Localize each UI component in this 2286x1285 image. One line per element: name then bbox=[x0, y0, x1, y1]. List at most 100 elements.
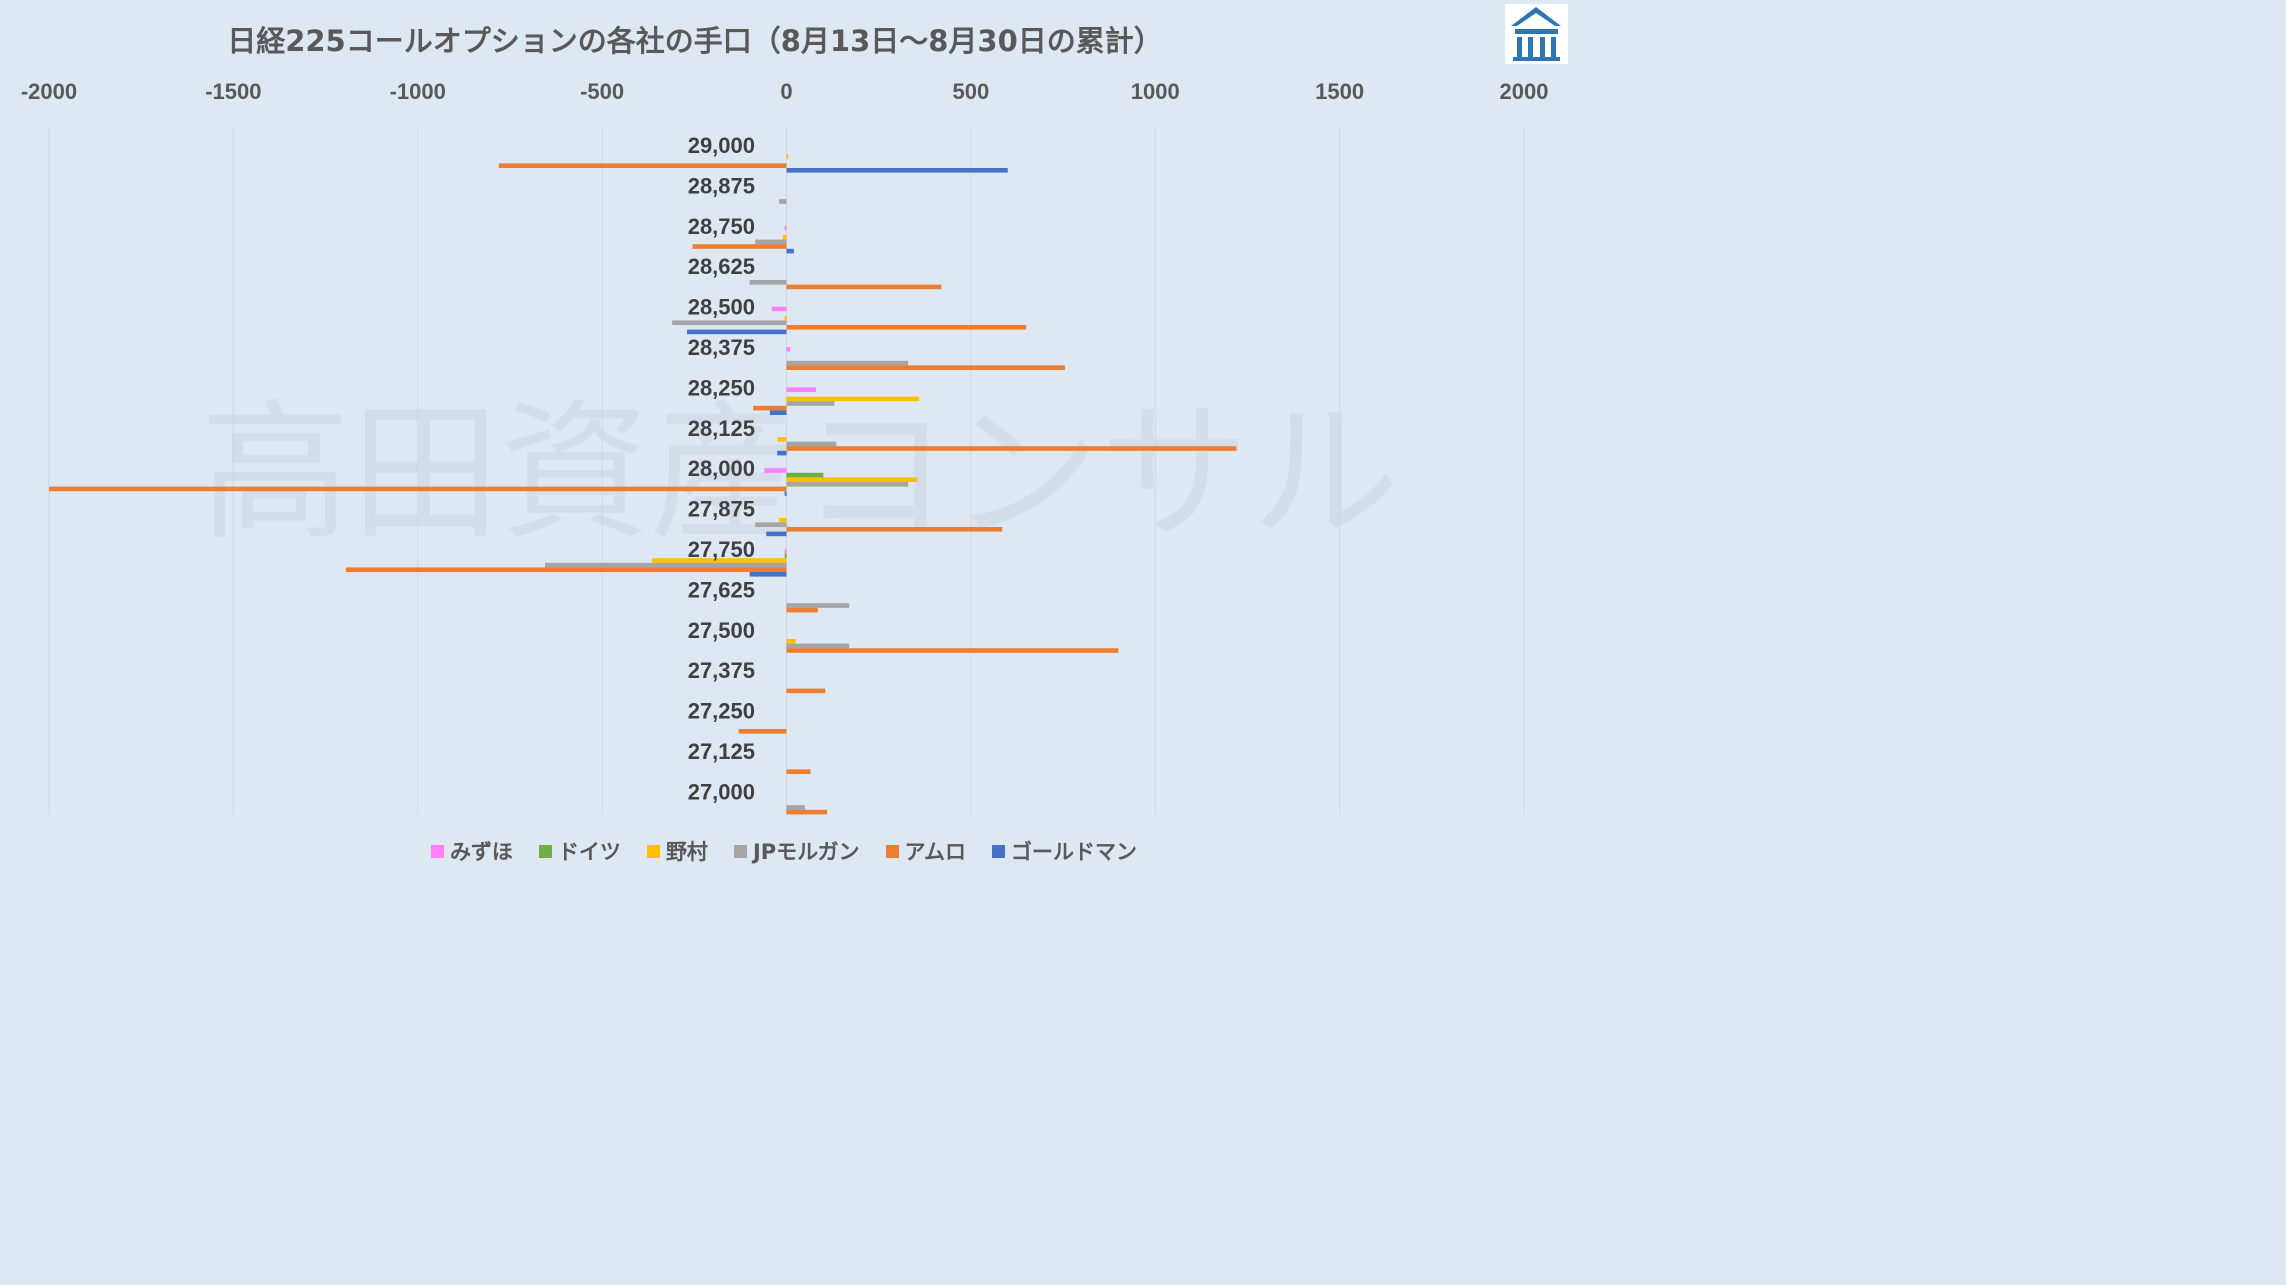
bar bbox=[345, 567, 787, 572]
bar bbox=[749, 572, 787, 577]
legend-swatch bbox=[538, 844, 552, 858]
legend-item: 野村 bbox=[646, 836, 708, 866]
bar bbox=[738, 729, 787, 734]
bar bbox=[766, 531, 787, 537]
bar bbox=[749, 280, 787, 285]
category-label: 27,000 bbox=[688, 779, 755, 804]
legend-label: JPモルガン bbox=[752, 840, 860, 864]
bar bbox=[786, 360, 909, 366]
x-axis-tick-labels: -2000 -1500 -1000 -500 0 500 1000 1500 2000 bbox=[21, 79, 1549, 104]
legend-swatch bbox=[733, 844, 747, 858]
category-label: 28,500 bbox=[688, 295, 755, 320]
bar bbox=[779, 517, 787, 523]
category-label: 28,000 bbox=[688, 456, 755, 481]
x-tick-label: -1500 bbox=[205, 79, 261, 104]
category-label: 28,625 bbox=[688, 254, 755, 279]
bar bbox=[786, 401, 835, 406]
legend-item: みずほ bbox=[430, 836, 513, 866]
bar bbox=[777, 450, 787, 456]
bar bbox=[786, 527, 1003, 532]
x-tick-label: 2000 bbox=[1500, 79, 1549, 104]
category-label: 28,375 bbox=[688, 335, 755, 360]
bar bbox=[784, 225, 787, 231]
bar bbox=[777, 437, 787, 442]
chart-legend: みずほ ドイツ 野村 JPモルガン アムロ ゴールドマン bbox=[0, 836, 1568, 866]
chart-bars bbox=[49, 154, 1237, 815]
bar bbox=[764, 468, 787, 473]
bar bbox=[786, 168, 1008, 173]
chart-title: 日経225コールオプションの各社の手口（8月13日〜8月30日の累計） bbox=[227, 24, 1163, 58]
bar bbox=[786, 472, 824, 478]
bar bbox=[753, 405, 787, 411]
bar bbox=[784, 549, 787, 554]
bar bbox=[651, 558, 787, 563]
legend-swatch bbox=[992, 844, 1006, 858]
category-label: 27,250 bbox=[688, 699, 755, 724]
legend-swatch bbox=[885, 844, 899, 858]
x-tick-label: 1500 bbox=[1315, 79, 1364, 104]
legend-swatch bbox=[646, 844, 660, 858]
bar bbox=[786, 648, 1119, 653]
legend-label: みずほ bbox=[449, 840, 513, 864]
bar bbox=[786, 365, 1065, 370]
bar bbox=[755, 239, 787, 245]
x-tick-label: -500 bbox=[580, 79, 624, 104]
bar bbox=[786, 446, 1237, 451]
chart-plot: 高田資産コンサル -2000 -1500 -1000 -500 0 500 1000 1500… bbox=[21, 79, 1549, 815]
x-tick-label: -2000 bbox=[21, 79, 77, 104]
category-label: 27,375 bbox=[688, 658, 755, 683]
bar bbox=[782, 235, 787, 240]
x-tick-label: 500 bbox=[953, 79, 990, 104]
bar bbox=[771, 306, 787, 312]
bar bbox=[784, 491, 787, 496]
bar bbox=[686, 329, 787, 335]
bar bbox=[786, 482, 909, 487]
bar bbox=[779, 199, 787, 204]
bar bbox=[786, 805, 805, 810]
legend-item: ドイツ bbox=[538, 836, 621, 866]
category-label: 27,125 bbox=[688, 739, 755, 764]
legend-label: アムロ bbox=[904, 840, 967, 864]
bar bbox=[49, 486, 787, 492]
bar bbox=[786, 603, 850, 608]
legend-item: JPモルガン bbox=[733, 836, 860, 866]
bar bbox=[498, 163, 787, 168]
bar bbox=[672, 320, 787, 325]
category-labels: 29,000 28,875 28,750 28,625 28,500 28,375 28,2… bbox=[688, 133, 755, 804]
bar bbox=[786, 639, 796, 644]
bar bbox=[784, 553, 787, 559]
legend-item: ゴールドマン bbox=[992, 836, 1137, 866]
x-tick-label: -1000 bbox=[390, 79, 446, 104]
legend-item: アムロ bbox=[885, 836, 967, 866]
bar bbox=[544, 562, 787, 568]
category-label: 27,750 bbox=[688, 537, 755, 562]
bar bbox=[786, 154, 789, 159]
bar bbox=[786, 387, 816, 392]
category-label: 28,750 bbox=[688, 214, 755, 239]
bar bbox=[786, 347, 791, 352]
bar bbox=[786, 688, 826, 694]
bar bbox=[786, 248, 794, 254]
legend-label: ドイツ bbox=[557, 840, 621, 864]
bar bbox=[786, 284, 942, 290]
bar bbox=[786, 325, 1027, 330]
bar bbox=[769, 410, 787, 415]
category-label: 28,250 bbox=[688, 375, 755, 400]
bar bbox=[786, 477, 918, 482]
bar bbox=[786, 607, 818, 613]
category-label: 27,875 bbox=[688, 497, 755, 522]
bar bbox=[755, 522, 787, 527]
legend-swatch bbox=[430, 844, 444, 858]
bar bbox=[784, 315, 787, 321]
bar bbox=[786, 643, 850, 649]
category-label: 28,125 bbox=[688, 416, 755, 441]
bar bbox=[786, 441, 837, 447]
category-label: 29,000 bbox=[688, 133, 755, 158]
logo-icon bbox=[1505, 4, 1568, 64]
category-label: 27,500 bbox=[688, 618, 755, 643]
x-tick-label: 1000 bbox=[1131, 79, 1180, 104]
category-label: 28,875 bbox=[688, 173, 755, 198]
bar bbox=[692, 244, 787, 249]
x-tick-label: 0 bbox=[780, 79, 792, 104]
bar bbox=[786, 809, 828, 815]
